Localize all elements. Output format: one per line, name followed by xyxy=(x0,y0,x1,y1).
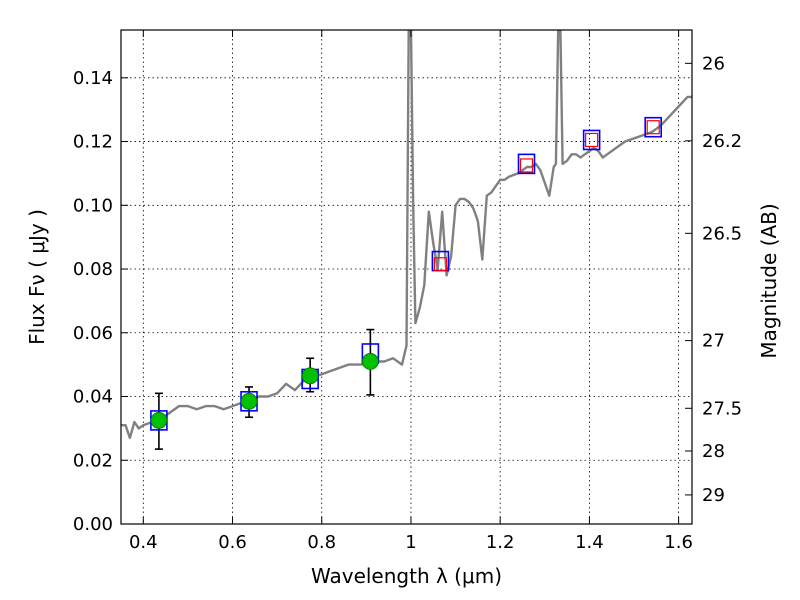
mag-tick-label: 26.2 xyxy=(702,131,742,152)
plot-frame xyxy=(120,29,693,525)
mag-tick-label: 28 xyxy=(702,441,725,462)
y-axis-label: Flux Fν ( μJy ) xyxy=(25,209,49,345)
x-tick-label: 1.6 xyxy=(664,532,693,553)
x-tick-label: 0.4 xyxy=(129,532,158,553)
x-tick-label: 1.2 xyxy=(486,532,515,553)
mag-tick-label: 29 xyxy=(702,485,725,506)
green-data-point xyxy=(240,392,258,410)
red-model-square xyxy=(646,120,660,135)
x-tick-label: 0.6 xyxy=(218,532,247,553)
red-model-square xyxy=(433,257,448,272)
red-model-square xyxy=(519,158,534,173)
y-tick-label: 0.12 xyxy=(73,132,113,153)
red-model-square xyxy=(585,132,599,148)
y2-axis-label: Magnitude (AB) xyxy=(757,203,781,358)
y-tick-label: 0.14 xyxy=(73,68,113,89)
mag-tick-label: 27.5 xyxy=(702,398,742,419)
blue-model-square xyxy=(644,116,662,138)
axis-ticks: 0.4 0.6 0.8 1 1.2 1.4 1.6 0.00 0.02 0.04 0.06 0.08 0… xyxy=(73,30,742,553)
y-tick-label: 0.00 xyxy=(73,514,113,535)
green-data-point xyxy=(150,412,168,429)
y-tick-label: 0.06 xyxy=(73,323,113,344)
mag-tick-label: 26 xyxy=(702,53,725,74)
mag-tick-label: 27 xyxy=(702,331,725,352)
blue-model-square xyxy=(582,129,601,151)
y-tick-label: 0.04 xyxy=(73,387,113,408)
y-tick-label: 0.02 xyxy=(73,450,113,471)
x-axis-label: Wavelength λ (μm) xyxy=(311,564,502,588)
y-tick-label: 0.10 xyxy=(73,195,113,216)
x-tick-label: 1.4 xyxy=(575,532,604,553)
y-tick-label: 0.08 xyxy=(73,259,113,280)
plot-series xyxy=(121,30,692,450)
x-tick-label: 1 xyxy=(405,532,416,553)
blue-model-square xyxy=(517,153,536,175)
x-tick-label: 0.8 xyxy=(307,532,336,553)
clipped-series xyxy=(121,30,692,450)
green-data-point xyxy=(301,367,319,385)
spectrum-line xyxy=(121,30,692,440)
mag-tick-label: 26.5 xyxy=(702,223,742,244)
green-data-point xyxy=(361,353,379,370)
